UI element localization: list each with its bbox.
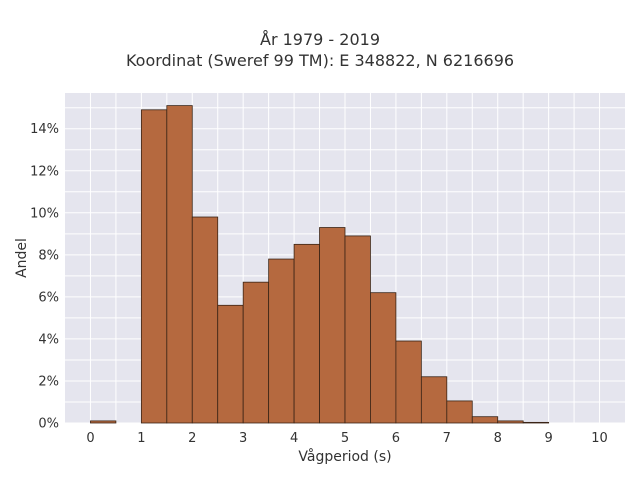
x-tick-label: 10 <box>591 431 608 446</box>
x-tick-label: 4 <box>290 431 298 446</box>
histogram-bar <box>420 376 448 424</box>
histogram-bar <box>471 416 499 424</box>
histogram-bar <box>522 421 550 424</box>
y-tick-label: 10% <box>30 206 59 221</box>
histogram-bar <box>217 304 244 424</box>
x-tick-label: 0 <box>86 431 94 446</box>
histogram-bar <box>191 216 219 424</box>
histogram-bar <box>319 227 346 424</box>
x-tick-label: 8 <box>494 431 502 446</box>
x-tick-label: 9 <box>544 431 552 446</box>
x-tick-label: 6 <box>392 431 400 446</box>
histogram-bar <box>497 420 524 424</box>
y-tick-label: 0% <box>38 417 59 432</box>
y-tick-label: 14% <box>30 122 59 137</box>
histogram-bar <box>140 109 168 424</box>
chart-title-line-1: År 1979 - 2019 <box>260 30 380 49</box>
y-tick-label: 12% <box>30 164 59 179</box>
histogram-bar <box>90 420 117 424</box>
y-tick-label: 4% <box>38 332 59 347</box>
x-tick-label: 7 <box>443 431 451 446</box>
histogram-bar <box>242 281 270 424</box>
x-tick-label: 3 <box>239 431 247 446</box>
histogram-bar <box>446 400 473 424</box>
histogram-bar <box>166 105 193 424</box>
x-axis-label: Vågperiod (s) <box>298 448 391 465</box>
y-tick-label: 2% <box>38 374 59 389</box>
x-tick-label: 5 <box>341 431 349 446</box>
y-tick-label: 6% <box>38 290 59 305</box>
x-tick-label: 1 <box>137 431 145 446</box>
y-tick-label: 8% <box>38 248 59 263</box>
histogram-bar <box>370 292 397 424</box>
y-axis-label: Andel <box>14 238 30 278</box>
histogram-bar <box>268 258 295 424</box>
histogram-bar <box>293 243 320 424</box>
histogram-bar <box>344 235 371 424</box>
histogram-bar <box>395 340 422 424</box>
x-tick-label: 2 <box>188 431 196 446</box>
chart-title-line-2: Koordinat (Sweref 99 TM): E 348822, N 62… <box>125 51 515 70</box>
